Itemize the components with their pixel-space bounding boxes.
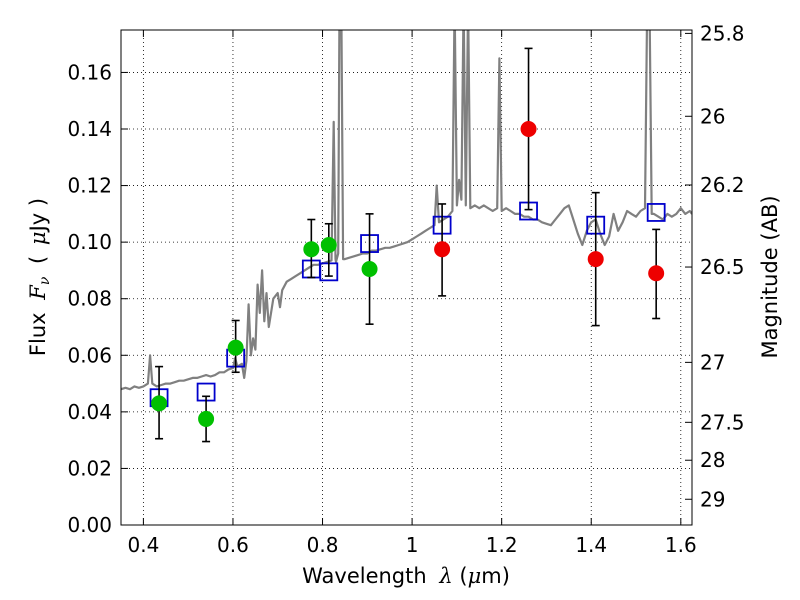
axis-ticks <box>121 30 692 526</box>
y2-tick-label: 25.8 <box>700 21 745 45</box>
model-photometry-square <box>646 203 666 222</box>
x-axis-unit-open: ( <box>459 564 467 588</box>
spectrum-line <box>121 30 692 391</box>
y-tick-label: 0.10 <box>67 230 112 254</box>
y2-tick-label: 29 <box>700 487 725 511</box>
y2-tick-label: 26 <box>700 104 725 128</box>
x-axis-title: Wavelength λ (μm) <box>302 564 510 588</box>
y2-tick-label: 28 <box>700 448 725 472</box>
x-axis-title-word: Wavelength <box>302 564 427 588</box>
x-tick-label: 1.4 <box>575 533 607 557</box>
y-tick-label: 0.16 <box>67 60 112 84</box>
observed-point-green <box>227 339 244 356</box>
observed-point-red <box>520 121 537 137</box>
x-axis-title-symbol: λ <box>438 564 452 588</box>
observed-point-green <box>303 241 320 258</box>
x-tick-label: 0.4 <box>127 533 159 557</box>
y2-tick-label: 27 <box>700 350 725 374</box>
x-tick-label: 1.6 <box>665 533 697 557</box>
y-tick-label: 0.04 <box>67 400 112 424</box>
y-tick-label: 0.12 <box>67 174 112 198</box>
x-tick-label: 1 <box>406 533 419 557</box>
y-tick-label: 0.02 <box>67 456 112 480</box>
y-tick-label: 0.14 <box>67 117 112 141</box>
plot-frame <box>120 29 693 526</box>
x-tick-labels: 0.4 0.6 0.8 1 1.2 1.4 1.6 <box>127 533 696 557</box>
observed-point-red <box>648 265 665 282</box>
observed-point-red <box>587 251 604 268</box>
observed-point-green <box>151 395 168 412</box>
y-axis-title-word: Flux <box>26 312 50 356</box>
y-axis-unit-mu: μ <box>26 231 50 245</box>
y-tick-labels: 0.00 0.02 0.04 0.06 0.08 0.10 0.12 0.14 … <box>67 60 112 537</box>
y-tick-label: 0.06 <box>67 343 112 367</box>
plot-area <box>121 30 692 443</box>
y2-tick-label: 26.5 <box>700 255 745 279</box>
observed-point-green <box>320 236 337 253</box>
grid-lines <box>121 30 692 526</box>
x-tick-label: 0.8 <box>307 533 339 557</box>
observed-point-green <box>361 261 378 278</box>
y-tick-label: 0.08 <box>67 287 112 311</box>
observed-point-red <box>434 241 451 258</box>
y-tick-label: 0.00 <box>67 513 112 537</box>
y2-tick-label: 26.2 <box>700 173 745 197</box>
y-axis-unit-rest: Jy ) <box>26 198 50 234</box>
x-axis-unit-rest: m) <box>481 564 510 588</box>
y-axis-title-symbol: F <box>26 284 50 301</box>
y-axis-title-symbol-sub: ν <box>37 276 53 285</box>
observed-point-green <box>198 410 215 427</box>
y2-tick-label: 27.5 <box>700 410 745 434</box>
x-tick-label: 0.6 <box>217 533 249 557</box>
x-axis-unit-mu: μ <box>468 564 482 588</box>
x-tick-label: 1.2 <box>486 533 518 557</box>
y2-tick-labels: 25.8 26 26.2 26.5 27 27.5 28 29 <box>700 21 745 511</box>
y-axis-title: Flux Fν ( μJy ) <box>26 198 54 356</box>
y2-axis-title: Magnitude (AB) <box>758 195 782 358</box>
y-axis-unit-open: ( <box>26 256 50 264</box>
